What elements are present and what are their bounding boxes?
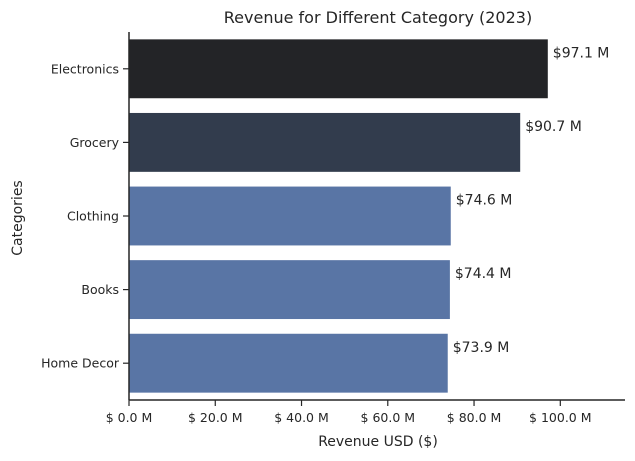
y-tick-label: Electronics xyxy=(51,61,119,76)
x-tick-label: $ 40.0 M xyxy=(274,410,329,425)
x-axis-label: Revenue USD ($) xyxy=(318,434,438,450)
value-labels-group: $97.1 M $90.7 M $74.6 M $74.4 M $73.9 M xyxy=(453,45,610,355)
bar-books xyxy=(129,260,450,320)
y-tick-label: Home Decor xyxy=(41,356,120,371)
bar-grocery xyxy=(129,112,521,172)
bar-clothing xyxy=(129,186,451,246)
x-tick-label: $ 100.0 M xyxy=(529,410,591,425)
x-tick-label: $ 0.0 M xyxy=(106,410,153,425)
x-tick-label: $ 20.0 M xyxy=(188,410,243,425)
value-label-clothing: $74.6 M xyxy=(456,193,513,209)
bars-group xyxy=(129,39,548,393)
x-tick-label: $ 80.0 M xyxy=(447,410,502,425)
chart-title: Revenue for Different Category (2023) xyxy=(224,8,532,27)
x-tick-label: $ 60.0 M xyxy=(361,410,416,425)
y-tick-label: Books xyxy=(81,282,119,297)
value-label-electronics: $97.1 M xyxy=(553,45,610,61)
y-tick-label: Grocery xyxy=(70,135,120,150)
bar-home-decor xyxy=(129,333,448,393)
y-axis-label: Categories xyxy=(10,180,26,255)
y-tick-label: Clothing xyxy=(67,209,119,224)
bar-electronics xyxy=(129,39,548,99)
value-label-home-decor: $73.9 M xyxy=(453,340,510,356)
x-axis-ticks: $ 0.0 M $ 20.0 M $ 40.0 M $ 60.0 M $ 80.0 M $… xyxy=(106,400,592,425)
value-label-books: $74.4 M xyxy=(455,266,512,282)
value-label-grocery: $90.7 M xyxy=(525,119,582,135)
y-axis-ticks: Electronics Grocery Clothing Books Home Deco… xyxy=(41,61,129,371)
